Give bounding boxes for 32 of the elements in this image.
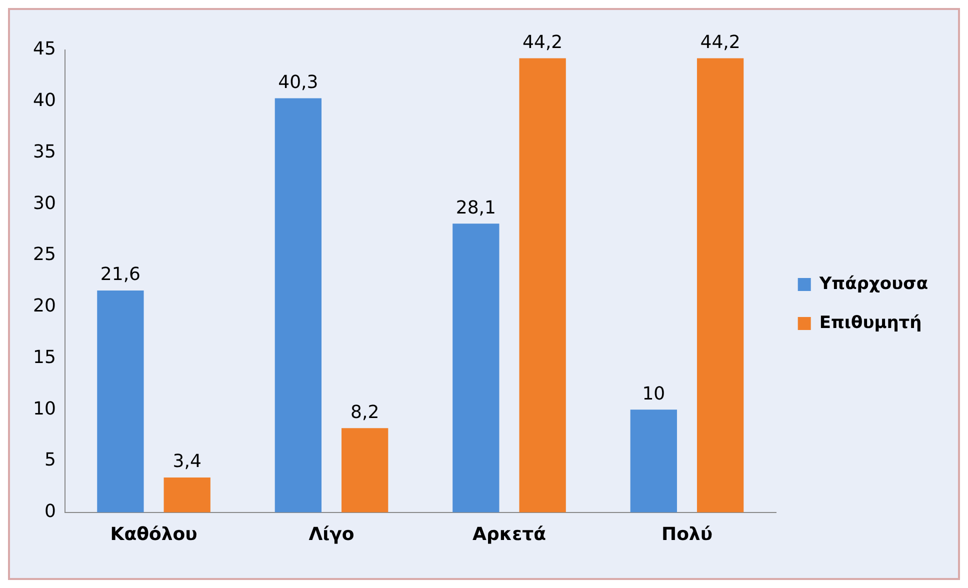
bar [97,290,144,512]
x-tick-label: Καθόλου [110,524,198,545]
y-tick-label: 30 [33,192,56,214]
y-tick-label: 5 [44,450,56,471]
bar [342,428,388,512]
data-label: 44,2 [522,32,563,53]
legend-label: Επιθυμητή [819,312,922,333]
data-label: 44,2 [700,32,740,53]
y-tick-label: 10 [33,398,56,420]
legend-label: Υπάρχουσα [818,274,928,294]
bar [452,224,500,512]
y-tick-label: 15 [33,346,56,368]
x-tick-label: Αρκετά [472,524,546,545]
y-tick-label: 0 [44,501,56,522]
y-tick-label: 25 [33,244,56,266]
bar [164,477,210,512]
y-tick-label: 20 [33,296,56,317]
bar [274,98,322,512]
x-tick-label: Πολύ [661,524,712,545]
y-tick-label: 35 [33,141,56,162]
bar [519,58,566,512]
data-label: 28,1 [456,197,496,218]
data-label: 8,2 [350,402,380,423]
bar [696,58,744,512]
data-label: 3,4 [172,451,202,472]
data-label: 10 [642,383,666,404]
y-tick-label: 45 [33,38,56,60]
data-label: 40,3 [278,72,318,93]
x-tick-label: Λίγο [308,524,354,545]
data-label: 21,6 [100,264,140,286]
y-tick-label: 40 [33,90,56,112]
bar [630,410,677,512]
